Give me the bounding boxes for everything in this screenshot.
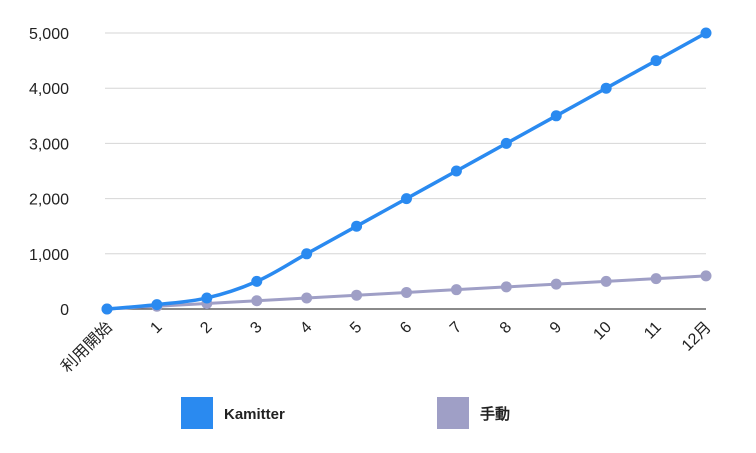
x-tick-label: 4 — [297, 319, 315, 337]
data-point — [600, 82, 612, 94]
legend-item: Kamitter — [181, 397, 285, 429]
x-tick-label: 6 — [397, 319, 415, 337]
data-point — [251, 275, 263, 287]
y-tick-label: 2,000 — [29, 192, 69, 209]
data-point — [500, 281, 512, 293]
y-tick-label: 3,000 — [29, 136, 69, 153]
series-line — [105, 31, 708, 311]
data-point — [600, 275, 612, 287]
legend-swatch — [181, 397, 213, 429]
y-tick-labels: 0 1,000 2,000 3,000 4,000 5,000 — [29, 26, 69, 319]
x-tick-label: 7 — [447, 319, 465, 337]
x-tick-labels: 利用開始 1 2 3 4 5 6 7 8 9 10 11 12月 — [58, 318, 715, 376]
x-tick-label: 9 — [547, 319, 565, 337]
data-point — [251, 295, 263, 307]
legend-label: Kamitter — [224, 406, 285, 423]
data-point — [650, 273, 662, 285]
x-tick-label: 11 — [641, 319, 665, 343]
data-point — [450, 284, 462, 296]
data-point — [301, 248, 313, 260]
legend-label: 手動 — [480, 405, 510, 423]
series-1 — [101, 270, 712, 315]
data-point — [500, 137, 512, 149]
data-point — [101, 303, 113, 315]
data-point — [450, 165, 462, 177]
data-point — [151, 299, 163, 311]
data-point — [401, 286, 412, 298]
x-tick-label: 8 — [497, 319, 515, 337]
data-point — [700, 27, 712, 39]
grid-layer — [105, 32, 706, 310]
legend: Kamitter 手動 — [181, 397, 510, 429]
data-point — [401, 193, 412, 205]
data-point — [550, 110, 562, 122]
x-tick-label: 利用開始 — [58, 318, 116, 376]
series-layer — [101, 27, 712, 315]
x-tick-label: 5 — [347, 319, 365, 337]
data-point — [650, 55, 662, 67]
x-tick-label: 1 — [147, 319, 165, 337]
legend-swatch — [437, 397, 469, 429]
x-tick-label: 2 — [197, 319, 215, 337]
x-tick-label: 12月 — [679, 319, 715, 355]
y-tick-label: 1,000 — [29, 247, 69, 264]
legend-item: 手動 — [437, 397, 510, 429]
data-point — [351, 220, 363, 232]
data-point — [351, 289, 363, 301]
data-point — [301, 292, 313, 304]
y-tick-label: 4,000 — [29, 81, 69, 98]
data-point — [700, 270, 712, 282]
data-point — [201, 292, 213, 304]
y-tick-label: 0 — [60, 302, 69, 319]
x-tick-label: 10 — [590, 319, 615, 344]
y-tick-label: 5,000 — [29, 26, 69, 43]
data-point — [550, 278, 562, 290]
series-0 — [101, 27, 712, 315]
x-tick-label: 3 — [247, 319, 265, 337]
